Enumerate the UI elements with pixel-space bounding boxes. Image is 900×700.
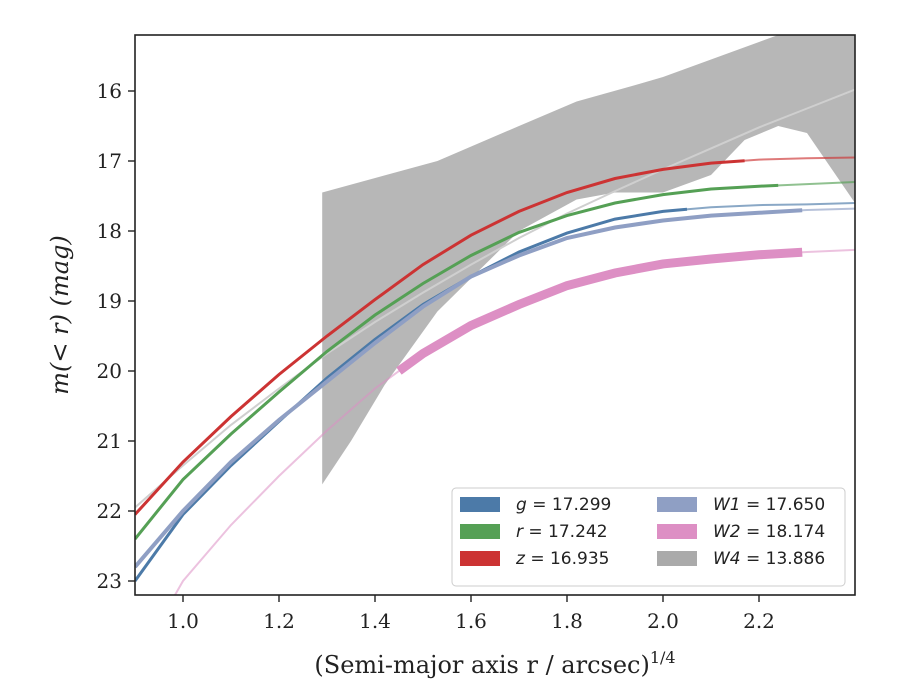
legend-label-w1: W1 = 17.650 [713, 495, 825, 515]
legend-swatch-w2 [657, 524, 697, 539]
y-axis-label: m(< r) (mag) [46, 235, 74, 394]
legend-swatch-r [460, 524, 500, 539]
w1-data-curve [135, 208, 803, 569]
x-axis-label-main: (Semi-major axis r / arcsec) [314, 651, 649, 679]
legend-label-r: r = 17.242 [516, 522, 608, 542]
w4-uncertainty-band [322, 35, 855, 485]
y-tick-label: 18 [97, 219, 122, 243]
legend-label-w2: W2 = 18.174 [713, 522, 825, 542]
z-data-curve [135, 159, 745, 516]
w2-data-curve [396, 247, 803, 375]
legend-label-g: g = 17.299 [516, 495, 611, 515]
legend-swatch-g [460, 497, 500, 512]
legend-swatch-w1 [657, 497, 697, 512]
x-tick-label: 2.0 [647, 609, 679, 633]
legend-swatch-w4 [657, 551, 697, 566]
plot-area [135, 35, 855, 595]
x-tick-label: 1.0 [167, 609, 199, 633]
y-tick-label: 22 [97, 499, 122, 523]
x-tick-label: 1.2 [263, 609, 295, 633]
x-tick-label: 1.6 [455, 609, 487, 633]
x-axis: 1.0 1.2 1.4 1.6 1.8 2.0 2.2 [167, 595, 775, 633]
y-tick-label: 16 [97, 79, 122, 103]
y-tick-label: 19 [97, 289, 122, 313]
y-tick-label: 17 [97, 149, 122, 173]
legend-swatch-z [460, 551, 500, 566]
x-tick-label: 1.8 [551, 609, 583, 633]
x-tick-label: 2.2 [743, 609, 775, 633]
legend-label-z: z = 16.935 [515, 549, 609, 569]
x-axis-label: (Semi-major axis r / arcsec)1/4 [314, 648, 675, 679]
y-tick-label: 20 [97, 359, 122, 383]
legend: g = 17.299 r = 17.242 z = 16.935 W1 = 17.65… [451, 487, 846, 587]
w4-model-line [135, 88, 855, 509]
y-tick-label: 23 [97, 569, 122, 593]
r-data-curve [135, 183, 779, 540]
x-axis-label-superscript: 1/4 [650, 648, 676, 667]
x-tick-label: 1.4 [359, 609, 391, 633]
legend-frame [451, 487, 846, 587]
legend-label-w4: W4 = 13.886 [713, 549, 825, 569]
y-axis: 16 17 18 19 20 21 22 23 [97, 79, 135, 593]
y-tick-label: 21 [97, 429, 122, 453]
plot-frame [134, 34, 856, 596]
